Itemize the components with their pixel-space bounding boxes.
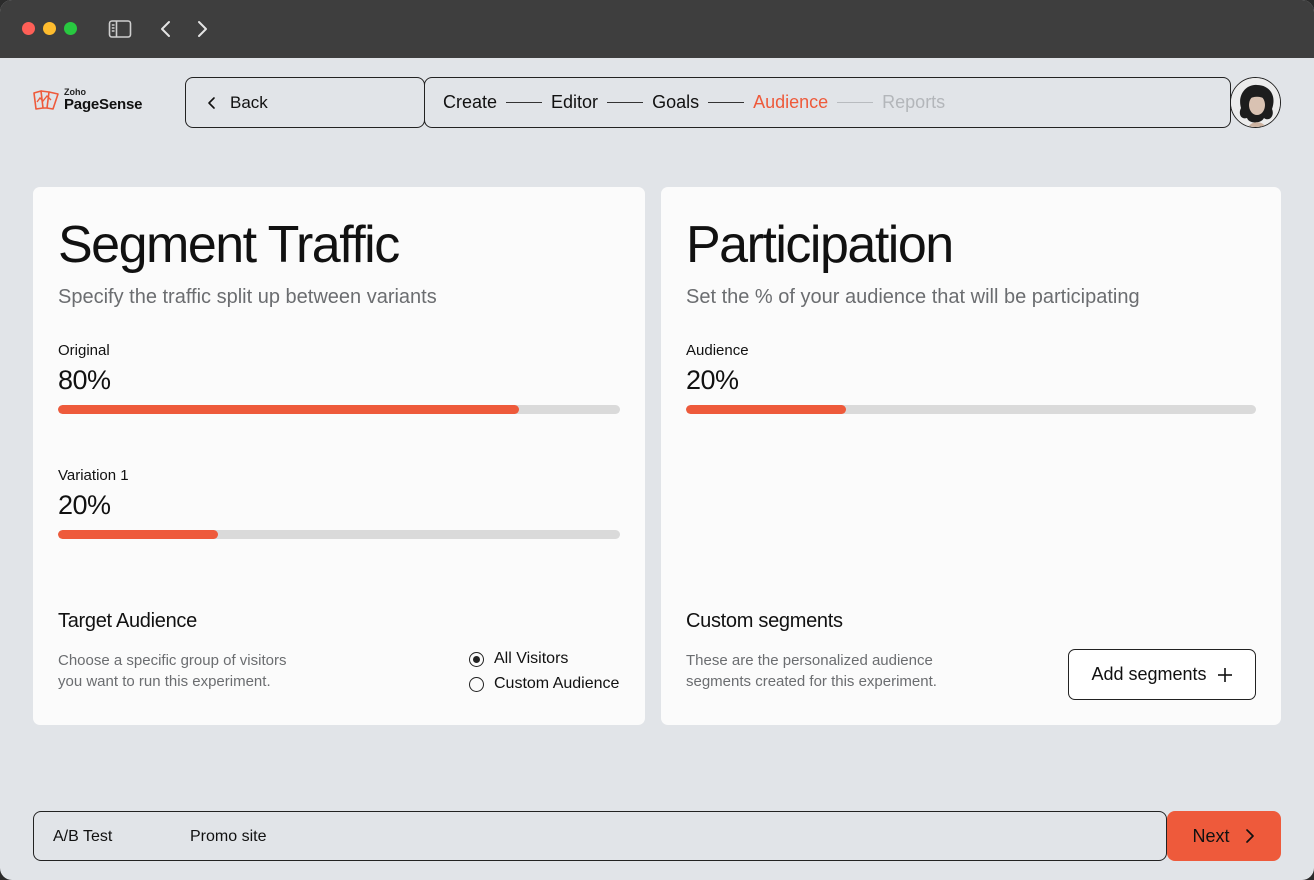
logo-brand-small: Zoho	[64, 87, 86, 97]
radio-custom-audience-label: Custom Audience	[494, 675, 620, 692]
step-connector	[607, 101, 644, 104]
close-window-button[interactable]	[22, 22, 35, 35]
custom-segments-description-line: These are the personalized audience	[686, 652, 933, 669]
variation-1-value: 20%	[58, 490, 111, 520]
step-create[interactable]: Create	[443, 92, 498, 112]
back-arrow-icon[interactable]	[154, 17, 178, 41]
step-editor[interactable]: Editor	[551, 92, 599, 112]
forward-arrow-icon[interactable]	[190, 17, 214, 41]
add-segments-label: Add segments	[1091, 664, 1207, 684]
segment-traffic-card: Segment Traffic Specify the traffic spli…	[33, 187, 645, 725]
target-audience-description: Choose a specific group of visitors you …	[58, 650, 286, 692]
audience-slider-fill	[686, 405, 846, 414]
pagesense-logo-icon	[33, 90, 59, 110]
original-slider[interactable]	[58, 405, 620, 414]
avatar[interactable]	[1230, 77, 1281, 128]
original-value: 80%	[58, 365, 111, 395]
test-type: A/B Test	[53, 828, 113, 845]
variation-1-slider-fill	[58, 530, 219, 539]
next-button-label: Next	[1192, 825, 1230, 846]
step-progress: Create Editor Goals Audience Reports	[424, 77, 1231, 128]
back-button[interactable]: Back	[185, 77, 425, 128]
audience-label: Audience	[686, 342, 749, 359]
target-audience-description-line: Choose a specific group of visitors	[58, 652, 287, 669]
original-slider-fill	[58, 405, 519, 414]
title-bar	[0, 0, 1314, 58]
step-goals[interactable]: Goals	[652, 92, 700, 112]
zoom-window-button[interactable]	[64, 22, 77, 35]
variation-1-slider[interactable]	[58, 530, 620, 539]
window-controls	[22, 22, 77, 35]
segment-traffic-title: Segment Traffic	[58, 216, 400, 274]
sidebar-icon[interactable]	[108, 17, 132, 41]
step-connector	[506, 101, 543, 104]
chevron-left-icon	[208, 96, 215, 109]
audience-slider[interactable]	[686, 405, 1256, 414]
step-reports: Reports	[882, 92, 946, 112]
add-segments-button[interactable]: Add segments	[1068, 649, 1256, 700]
target-audience-description-line: you want to run this experiment.	[58, 673, 271, 690]
step-connector	[837, 101, 874, 104]
step-connector	[708, 101, 745, 104]
segment-traffic-subtitle: Specify the traffic split up between var…	[58, 286, 437, 308]
radio-all-visitors-label: All Visitors	[494, 650, 569, 667]
minimize-window-button[interactable]	[43, 22, 56, 35]
plus-icon	[1217, 667, 1232, 682]
target-audience-title: Target Audience	[58, 610, 197, 632]
next-button[interactable]: Next	[1167, 811, 1281, 861]
radio-all-visitors[interactable]: All Visitors	[469, 650, 568, 668]
user-avatar-icon	[1231, 78, 1280, 127]
original-label: Original	[58, 342, 110, 359]
participation-card: Participation Set the % of your audience…	[661, 187, 1281, 725]
site-name: Promo site	[190, 828, 267, 845]
logo: Zoho PageSense	[32, 88, 142, 112]
custom-segments-description: These are the personalized audience segm…	[686, 650, 937, 692]
radio-custom-audience[interactable]: Custom Audience	[469, 675, 619, 693]
experiment-info-bar: A/B Test Promo site	[33, 811, 1167, 861]
custom-segments-description-line: segments created for this experiment.	[686, 673, 937, 690]
audience-value: 20%	[686, 365, 739, 395]
chevron-right-icon	[1245, 829, 1254, 843]
participation-subtitle: Set the % of your audience that will be …	[686, 286, 1140, 308]
step-audience[interactable]: Audience	[753, 92, 829, 112]
radio-unselected-icon[interactable]	[469, 676, 484, 692]
radio-selected-icon[interactable]	[469, 651, 484, 667]
variation-1-label: Variation 1	[58, 467, 129, 484]
custom-segments-title: Custom segments	[686, 610, 843, 632]
logo-brand-name: PageSense	[64, 96, 143, 113]
back-button-label: Back	[230, 92, 268, 112]
participation-title: Participation	[686, 216, 954, 274]
